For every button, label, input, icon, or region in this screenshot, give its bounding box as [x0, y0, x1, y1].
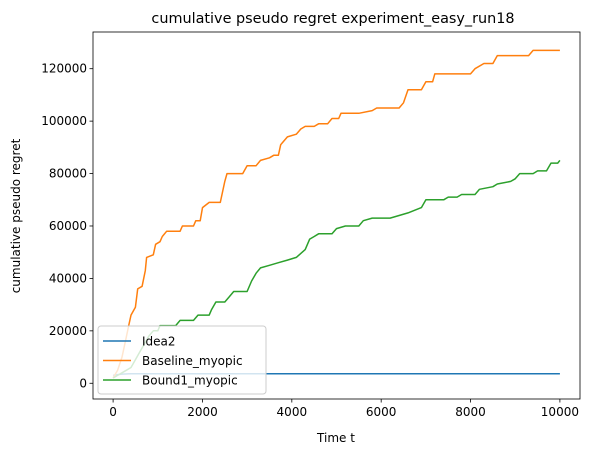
y-axis-label: cumulative pseudo regret: [9, 138, 23, 293]
legend: Idea2 Baseline_myopic Bound1_myopic: [97, 325, 267, 395]
x-tick-label-5: 10000: [541, 405, 579, 419]
legend-label-1: Baseline_myopic: [142, 354, 243, 368]
x-tick-label-3: 6000: [366, 405, 397, 419]
y-tick-label-1: 20000: [49, 324, 87, 338]
series-line-1: [112, 49, 560, 379]
legend-items: Idea2 Baseline_myopic Bound1_myopic: [103, 334, 243, 387]
plot-frame: [92, 31, 581, 400]
x-tick-label-2: 4000: [277, 405, 308, 419]
y-tick-label-2: 40000: [49, 271, 87, 285]
x-axis-ticks: 0 2000 4000 6000 8000 10000: [109, 399, 579, 419]
y-tick-label-6: 120000: [41, 62, 87, 76]
y-tick-label-5: 100000: [41, 114, 87, 128]
legend-label-2: Bound1_myopic: [142, 373, 238, 387]
y-tick-label-4: 80000: [49, 167, 87, 181]
chart-title: cumulative pseudo regret experiment_easy…: [151, 11, 514, 27]
y-tick-label-0: 0: [79, 376, 87, 390]
x-axis-label: Time t: [316, 431, 355, 445]
x-tick-label-1: 2000: [187, 405, 218, 419]
x-tick-label-4: 8000: [455, 405, 486, 419]
legend-label-0: Idea2: [142, 334, 176, 348]
x-tick-label-0: 0: [109, 405, 117, 419]
y-axis-ticks: 0 20000 40000 60000 80000 100000 120000: [41, 62, 93, 390]
legend-frame: [97, 325, 267, 395]
y-tick-label-3: 60000: [49, 219, 87, 233]
